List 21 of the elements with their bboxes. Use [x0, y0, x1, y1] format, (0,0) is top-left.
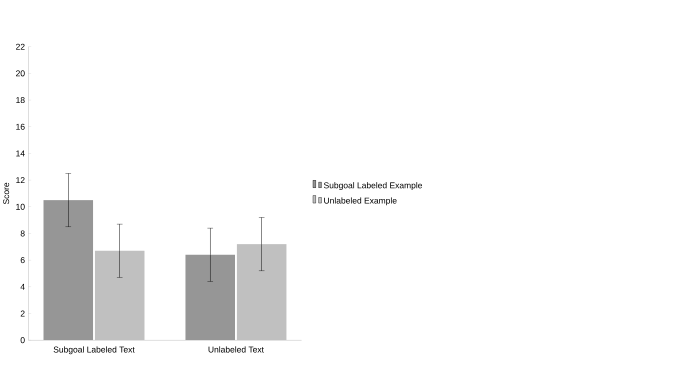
bar [185, 254, 236, 340]
y-tick-label: 10 [16, 204, 25, 210]
legend-label: Unlabeled Example [324, 197, 397, 206]
bar [236, 244, 286, 340]
y-tick-label: 8 [20, 230, 25, 236]
legend-label: Subgoal Labeled Example [324, 182, 422, 190]
y-axis-title: Score [3, 182, 10, 204]
y-tick-label: 4 [20, 284, 25, 290]
y-tick-label: 18 [16, 96, 25, 103]
y-tick-label: 0 [20, 337, 25, 344]
bar [94, 250, 144, 340]
y-tick-label: 16 [16, 124, 25, 130]
y-tick-label: 6 [20, 256, 25, 263]
y-tick-label: 20 [16, 70, 25, 76]
y-tick-label: 12 [16, 176, 25, 183]
x-tick-label: Subgoal Labeled Text [54, 346, 135, 354]
y-tick-label: 2 [20, 310, 25, 316]
bar [43, 200, 94, 340]
y-tick-label: 22 [16, 44, 25, 50]
y-tick-label: 14 [16, 150, 25, 156]
x-tick-label: Unlabeled Text [208, 346, 264, 352]
